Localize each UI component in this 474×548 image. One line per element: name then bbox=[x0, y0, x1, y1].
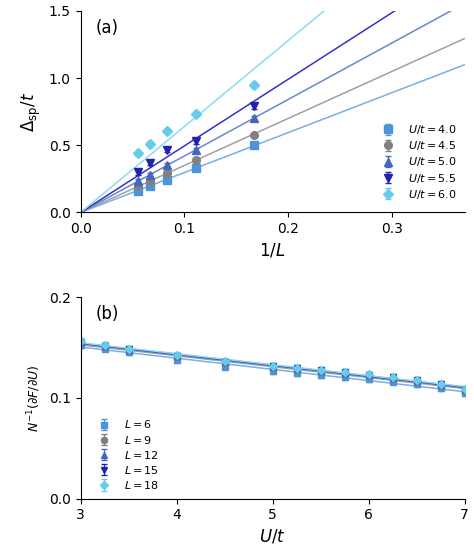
Text: (b): (b) bbox=[96, 305, 119, 323]
Y-axis label: $\Delta_{\rm sp}/t$: $\Delta_{\rm sp}/t$ bbox=[20, 92, 43, 132]
Legend: $L = 6$, $L = 9$, $L = 12$, $L = 15$, $L = 18$: $L = 6$, $L = 9$, $L = 12$, $L = 15$, $L… bbox=[86, 416, 161, 493]
X-axis label: $1/L$: $1/L$ bbox=[259, 242, 286, 260]
X-axis label: $U/t$: $U/t$ bbox=[259, 528, 286, 546]
Text: (a): (a) bbox=[96, 19, 119, 37]
Legend: $U/t = 4.0$, $U/t = 4.5$, $U/t = 5.0$, $U/t = 5.5$, $U/t = 6.0$: $U/t = 4.0$, $U/t = 4.5$, $U/t = 5.0$, $… bbox=[370, 121, 459, 203]
Y-axis label: $N^{-1}(\partial F/\partial U)$: $N^{-1}(\partial F/\partial U)$ bbox=[26, 364, 43, 432]
